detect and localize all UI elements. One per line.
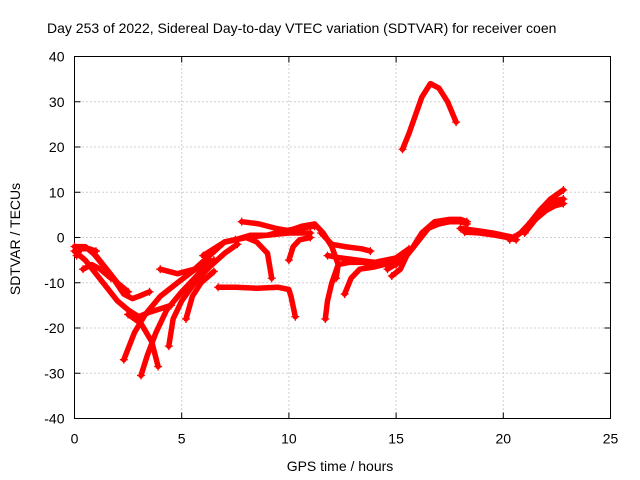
- data-point: [70, 242, 79, 251]
- series-line: [528, 196, 567, 225]
- series-arc-1: [70, 247, 175, 320]
- series-arc-4: [72, 246, 100, 260]
- data-point: [398, 145, 407, 154]
- data-point: [520, 228, 529, 237]
- data-point: [527, 217, 536, 226]
- grid-lines: [74, 56, 611, 419]
- data-point: [456, 224, 465, 233]
- series-line: [138, 257, 217, 379]
- data-point: [91, 247, 100, 256]
- y-tick-label: 10: [49, 184, 65, 200]
- data-point: [452, 118, 461, 127]
- series-line: [215, 284, 299, 320]
- series-arc-12: [199, 234, 276, 283]
- series-line: [318, 230, 374, 254]
- y-ticks: -40 -30 -20 -10 0 10 20 30 40: [44, 49, 611, 427]
- series-line: [200, 234, 275, 281]
- series-arc-9: [164, 240, 242, 351]
- y-tick-label: -40: [44, 411, 64, 427]
- series-line: [399, 80, 459, 153]
- data-point: [306, 233, 315, 242]
- x-tick-label: 15: [388, 431, 404, 447]
- y-tick-label: 40: [49, 49, 65, 65]
- y-tick-label: -10: [44, 275, 64, 291]
- series-line: [80, 261, 114, 281]
- data-point: [214, 283, 223, 292]
- data-point: [284, 256, 293, 265]
- series-line: [166, 241, 241, 349]
- y-tick-label: 30: [49, 94, 65, 110]
- data-point: [156, 265, 165, 274]
- data-point: [291, 312, 300, 321]
- series-arc-15: [214, 283, 300, 321]
- data-series: [70, 80, 568, 380]
- data-point: [136, 371, 145, 380]
- series-line: [125, 311, 161, 370]
- data-point: [119, 355, 128, 364]
- data-point: [317, 228, 326, 237]
- series-arc-8: [124, 310, 163, 371]
- data-point: [383, 265, 392, 274]
- series-line: [88, 248, 153, 302]
- data-point: [559, 185, 568, 194]
- series-arc-27: [527, 195, 568, 226]
- data-point: [366, 247, 375, 256]
- data-point: [460, 228, 469, 237]
- series-arc-28: [398, 80, 461, 154]
- x-tick-label: 10: [281, 431, 297, 447]
- x-tick-label: 25: [603, 431, 619, 447]
- series-arc-16: [284, 233, 315, 265]
- data-point: [124, 310, 133, 319]
- data-point: [462, 217, 471, 226]
- data-point: [231, 235, 240, 244]
- data-point: [321, 314, 330, 323]
- data-point: [106, 274, 115, 283]
- chart-title: Day 253 of 2022, Sidereal Day-to-day VTE…: [47, 20, 556, 36]
- data-point: [199, 251, 208, 260]
- data-point: [559, 195, 568, 204]
- series-arc-22: [383, 216, 471, 274]
- x-tick-label: 20: [496, 431, 512, 447]
- data-point: [237, 217, 246, 226]
- series-line: [384, 216, 470, 272]
- y-tick-label: -20: [44, 320, 64, 336]
- data-point: [209, 267, 218, 276]
- data-point: [72, 251, 81, 260]
- series-line: [73, 246, 99, 259]
- data-point: [79, 265, 88, 274]
- data-point: [267, 274, 276, 283]
- data-point: [340, 290, 349, 299]
- x-tick-label: 5: [178, 431, 186, 447]
- x-ticks: 0 5 10 15 20 25: [71, 56, 619, 447]
- x-axis-label: GPS time / hours: [287, 458, 394, 474]
- data-point: [164, 342, 173, 351]
- series-arc-10: [181, 267, 218, 323]
- data-point: [387, 271, 396, 280]
- series-line: [324, 246, 412, 266]
- series-arc-17: [317, 228, 375, 256]
- data-point: [154, 362, 163, 371]
- data-point: [181, 314, 190, 323]
- y-tick-label: 20: [49, 139, 65, 155]
- data-point: [505, 235, 514, 244]
- y-tick-label: 0: [57, 230, 65, 246]
- data-point: [323, 251, 332, 260]
- series-arc-5: [79, 261, 115, 283]
- x-tick-label: 0: [71, 431, 79, 447]
- y-axis-label: SDTVAR / TECUs: [7, 183, 23, 295]
- series-line: [286, 234, 314, 263]
- data-point: [145, 287, 154, 296]
- y-tick-label: -30: [44, 365, 64, 381]
- series-line: [183, 268, 217, 322]
